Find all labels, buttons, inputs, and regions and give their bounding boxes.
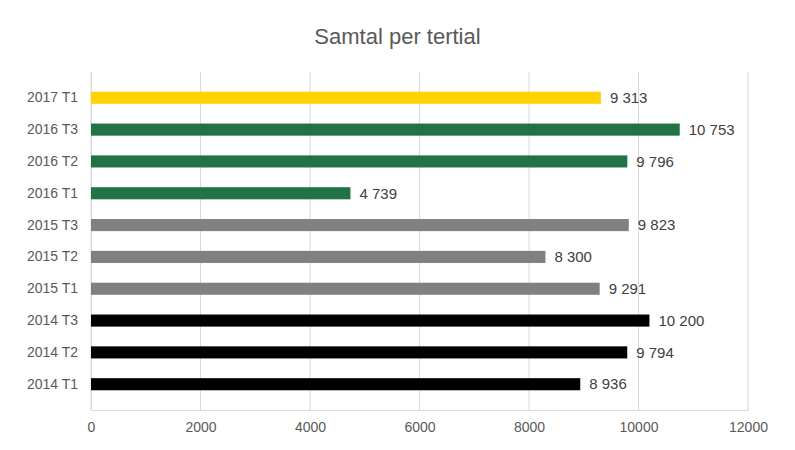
tick: 8000 xyxy=(514,410,545,435)
tick: 2015 T1 xyxy=(27,280,91,296)
tick-label: 2014 T3 xyxy=(27,312,78,328)
tick-label: 2014 T2 xyxy=(27,344,78,360)
grid-line xyxy=(419,72,420,410)
data-label: 9 313 xyxy=(610,89,648,106)
tick: 2014 T1 xyxy=(27,376,91,392)
chart-container: Samtal per tertial 0 2000 4000 6000 8000 10000… xyxy=(0,0,795,450)
axis-line xyxy=(91,73,92,411)
tick-label: 0 xyxy=(88,419,96,435)
bar xyxy=(91,283,600,295)
grid-line xyxy=(529,72,530,410)
grid-line xyxy=(200,72,201,410)
bar xyxy=(91,219,629,231)
axis-line xyxy=(92,410,749,411)
tick: 2015 T2 xyxy=(27,248,91,264)
tick-label: 4000 xyxy=(295,419,326,435)
data-label: 10 200 xyxy=(658,312,704,329)
tick: 4000 xyxy=(295,410,326,435)
data-labels: 8 936 9 794 10 200 9 291 8 300 9 823 4 739 9 79… xyxy=(359,89,734,392)
tick: 2000 xyxy=(185,410,216,435)
chart-svg: Samtal per tertial 0 2000 4000 6000 8000 10000… xyxy=(0,0,795,450)
tick-label: 2015 T2 xyxy=(27,248,78,264)
category-axis: 2014 T1 2014 T2 2014 T3 2015 T1 2015 T2 2015 … xyxy=(27,73,92,411)
bar xyxy=(91,378,580,390)
tick-label: 2016 T3 xyxy=(27,121,78,137)
tick: 2014 T2 xyxy=(27,344,91,360)
tick-label: 2017 T1 xyxy=(27,89,78,105)
grid-line xyxy=(310,72,311,410)
data-label: 8 300 xyxy=(554,248,592,265)
tick: 2016 T3 xyxy=(27,121,91,137)
tick: 2017 T1 xyxy=(27,89,91,105)
bar xyxy=(91,315,649,327)
tick-label: 6000 xyxy=(404,419,435,435)
tick-label: 2015 T1 xyxy=(27,280,78,296)
data-label: 10 753 xyxy=(689,121,735,138)
background xyxy=(0,0,795,450)
tick: 10000 xyxy=(620,410,659,435)
tick: 2016 T1 xyxy=(27,185,91,201)
value-axis: 0 2000 4000 6000 8000 10000 12000 xyxy=(88,410,769,435)
tick-label: 10000 xyxy=(620,419,659,435)
tick-label: 8000 xyxy=(514,419,545,435)
grid-line xyxy=(748,72,749,410)
data-label: 9 794 xyxy=(636,344,674,361)
tick-label: 2016 T2 xyxy=(27,153,78,169)
data-label: 8 936 xyxy=(589,375,627,392)
tick: 2014 T3 xyxy=(27,312,91,328)
grid xyxy=(91,72,748,410)
bars xyxy=(91,92,680,391)
tick: 0 xyxy=(88,410,96,435)
tick: 2016 T2 xyxy=(27,153,91,169)
bar xyxy=(91,346,627,358)
tick-label: 12000 xyxy=(729,419,768,435)
tick-label: 2000 xyxy=(185,419,216,435)
tick-label: 2015 T3 xyxy=(27,217,78,233)
tick: 12000 xyxy=(729,410,768,435)
bar xyxy=(91,92,601,104)
bar xyxy=(91,124,680,136)
bar xyxy=(91,187,350,199)
tick: 6000 xyxy=(404,410,435,435)
data-label: 9 796 xyxy=(636,153,674,170)
data-label: 9 823 xyxy=(638,216,676,233)
chart-title: Samtal per tertial xyxy=(314,24,480,49)
data-label: 4 739 xyxy=(359,185,397,202)
grid-line xyxy=(91,72,92,410)
tick-label: 2016 T1 xyxy=(27,185,78,201)
data-label: 9 291 xyxy=(609,280,647,297)
bar xyxy=(91,155,627,167)
tick-label: 2014 T1 xyxy=(27,376,78,392)
tick: 2015 T3 xyxy=(27,217,91,233)
bar xyxy=(91,251,545,263)
